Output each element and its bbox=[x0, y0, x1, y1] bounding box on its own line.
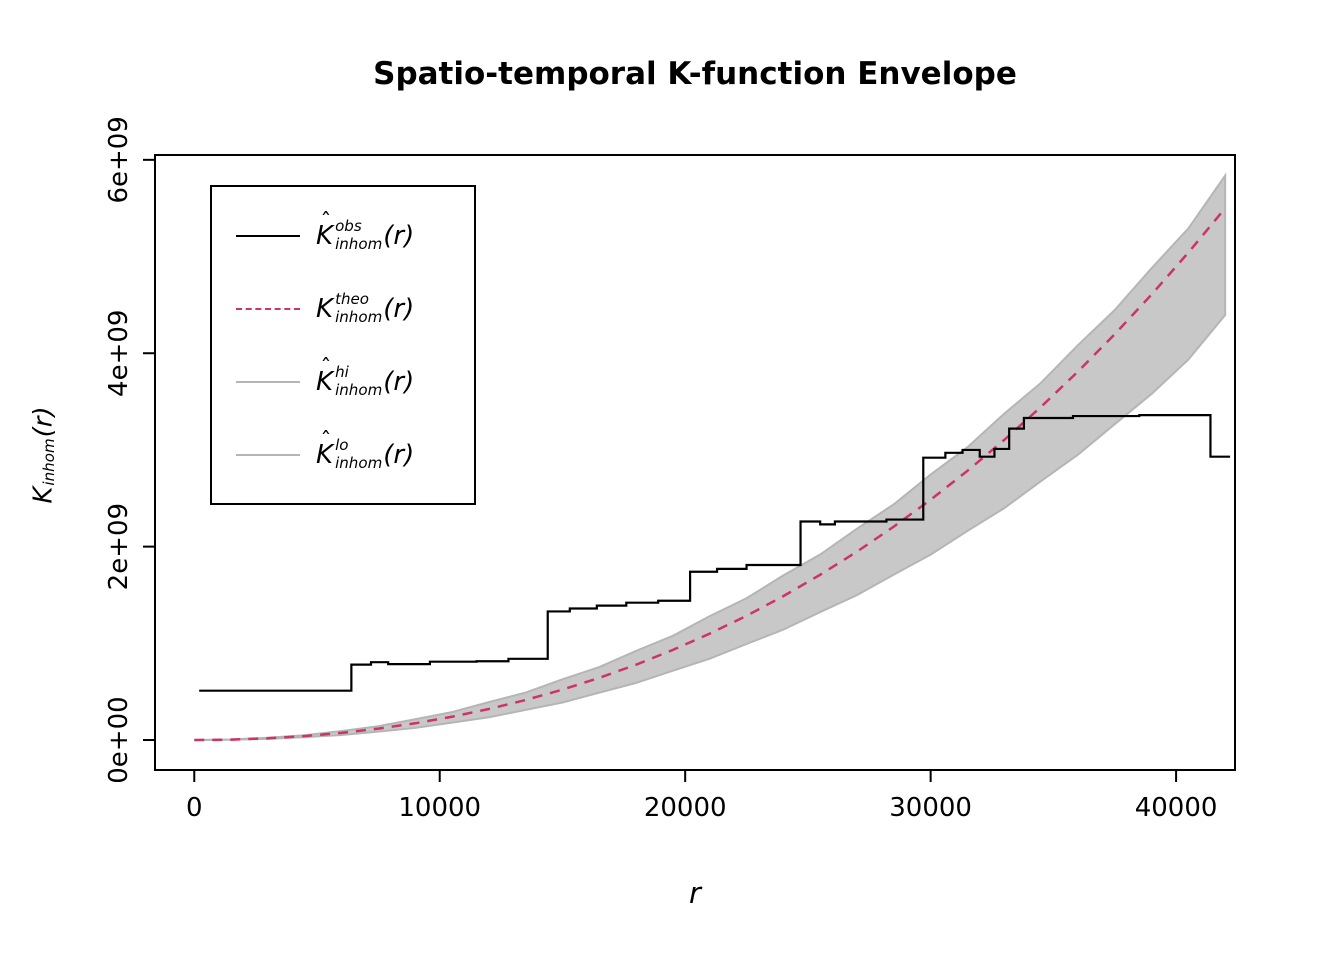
math-argument: (r) bbox=[383, 439, 415, 470]
legend-line-sample-lo bbox=[236, 453, 300, 456]
math-superscript: lo bbox=[335, 436, 349, 455]
legend-line-sample-theo bbox=[236, 307, 300, 310]
hat-accent: ˆ bbox=[320, 209, 332, 236]
y-tick-label: 2e+09 bbox=[104, 503, 134, 590]
math-subscript: inhom bbox=[335, 234, 383, 253]
envelope-band bbox=[194, 172, 1227, 742]
math-base: K bbox=[28, 486, 59, 504]
math-subscript: inhom bbox=[335, 453, 383, 472]
x-axis-label: r bbox=[689, 876, 701, 910]
math-scripts: obs inhom bbox=[335, 217, 383, 253]
x-tick-label: 40000 bbox=[1135, 793, 1218, 823]
legend-entry-obs: K ˆ obs inhom (r) bbox=[236, 209, 474, 253]
chart-title: Spatio-temporal K-function Envelope bbox=[373, 56, 1017, 92]
x-tick-label: 30000 bbox=[889, 793, 972, 823]
hat-accent: ˆ bbox=[320, 428, 332, 455]
theoretical-curve bbox=[194, 207, 1227, 742]
math-superscript: hi bbox=[335, 363, 349, 382]
hat-accent: ˆ bbox=[320, 355, 332, 382]
math-superscript: obs bbox=[335, 217, 362, 236]
plot-frame bbox=[154, 154, 1236, 771]
legend-label-obs: K ˆ obs inhom (r) bbox=[316, 209, 415, 253]
legend-entry-hi: K ˆ hi inhom (r) bbox=[236, 355, 474, 399]
legend-line-sample-obs bbox=[236, 234, 300, 237]
math-subscript: inhom bbox=[335, 307, 383, 326]
y-tick-label: 0e+00 bbox=[104, 696, 134, 783]
math-base: K bbox=[316, 293, 334, 324]
legend-label-hi: K ˆ hi inhom (r) bbox=[316, 355, 415, 399]
x-tick-label: 20000 bbox=[644, 793, 727, 823]
legend-entry-lo: K ˆ lo inhom (r) bbox=[236, 428, 474, 472]
x-tick-label: 10000 bbox=[398, 793, 481, 823]
legend-label-lo: K ˆ lo inhom (r) bbox=[316, 428, 415, 472]
math-superscript: theo bbox=[335, 290, 370, 309]
math-argument: (r) bbox=[383, 293, 415, 324]
x-tick-label: 0 bbox=[186, 793, 203, 823]
legend-line-sample-hi bbox=[236, 380, 300, 383]
math-scripts: lo inhom bbox=[335, 436, 383, 472]
math-subscript: inhom bbox=[335, 380, 383, 399]
math-scripts: theo inhom bbox=[335, 290, 383, 326]
observed-curve bbox=[199, 414, 1231, 692]
y-tick-label: 4e+09 bbox=[104, 310, 134, 397]
y-tick-label: 6e+09 bbox=[104, 116, 134, 203]
math-subscript: inhom bbox=[39, 438, 58, 486]
math-argument: (r) bbox=[383, 366, 415, 397]
math-argument: (r) bbox=[28, 406, 59, 438]
math-argument: (r) bbox=[383, 220, 415, 251]
math-scripts: hi inhom bbox=[335, 363, 383, 399]
